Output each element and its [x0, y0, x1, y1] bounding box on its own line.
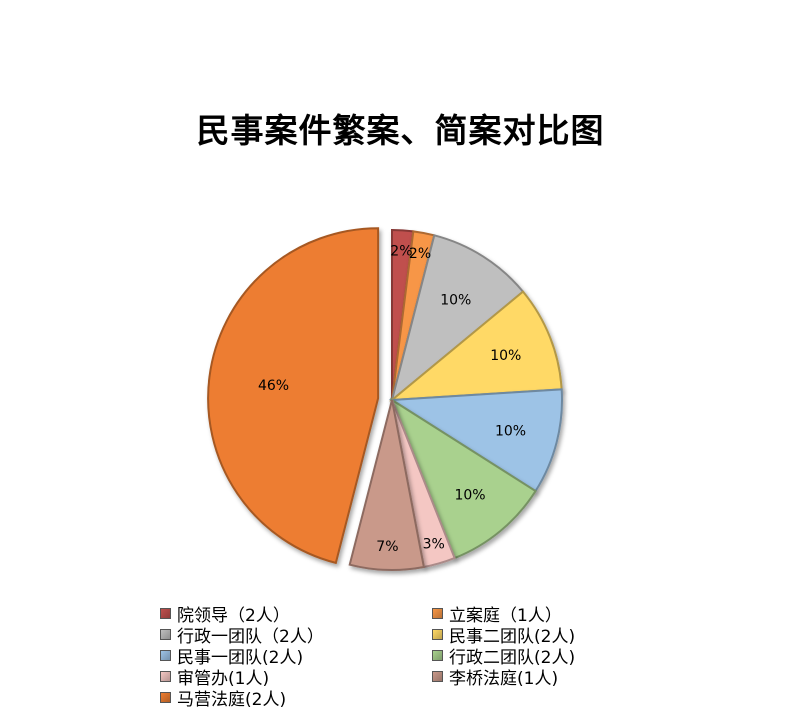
legend-item: 李桥法庭(1人) — [432, 666, 559, 689]
legend-label: 马营法庭(2人) — [177, 689, 287, 710]
legend-swatch — [432, 607, 443, 619]
legend-item: 院领导（2人） — [160, 603, 290, 626]
pie-slice — [388, 290, 563, 402]
legend-item: 审管办(1人) — [160, 666, 270, 689]
legend-swatch — [160, 670, 171, 682]
legend-item: 立案庭（1人） — [432, 603, 562, 626]
legend-swatch — [432, 628, 443, 640]
chart-title: 民事案件繁案、简案对比图 — [196, 111, 605, 150]
legend-swatch — [432, 649, 443, 661]
legend-label: 民事一团队(2人) — [177, 647, 304, 668]
legend-label: 审管办(1人) — [177, 668, 270, 689]
legend-label: 民事二团队(2人) — [449, 626, 576, 647]
legend-label: 行政一团队（2人） — [177, 626, 324, 647]
slice-data-label: 46% — [258, 378, 289, 394]
legend-item: 马营法庭(2人) — [160, 687, 287, 710]
legend-label: 院领导（2人） — [177, 605, 290, 626]
legend-label: 行政二团队(2人) — [449, 647, 576, 668]
slice-data-label: 10% — [454, 487, 485, 503]
pie-slice — [388, 388, 563, 493]
legend-swatch — [160, 691, 171, 703]
legend-label: 立案庭（1人） — [449, 605, 562, 626]
legend-swatch — [432, 670, 443, 682]
slice-data-label: 10% — [440, 293, 471, 309]
pie-slice — [348, 399, 426, 571]
slice-data-label: 2% — [390, 244, 412, 260]
pie-slice — [207, 227, 380, 565]
legend-item: 行政二团队(2人) — [432, 645, 576, 668]
slice-data-label: 3% — [423, 537, 445, 553]
pie-slice — [390, 234, 525, 403]
slice-data-label: 2% — [409, 246, 431, 262]
legend-item: 民事一团队(2人) — [160, 645, 304, 668]
slice-data-label: 10% — [495, 423, 526, 439]
slice-data-label: 7% — [376, 539, 398, 555]
pie-chart: 2%2% 10% 10% 10% 10% 3% 7% 46% — [207, 227, 563, 571]
pie-slice — [389, 397, 537, 560]
legend-swatch — [160, 649, 171, 661]
legend-item: 民事二团队(2人) — [432, 624, 576, 647]
slice-data-label: 10% — [490, 348, 521, 364]
legend-swatch — [160, 628, 171, 640]
legend-item: 行政一团队（2人） — [160, 624, 324, 647]
legend-label: 李桥法庭(1人) — [449, 668, 559, 689]
legend-swatch — [160, 607, 171, 619]
